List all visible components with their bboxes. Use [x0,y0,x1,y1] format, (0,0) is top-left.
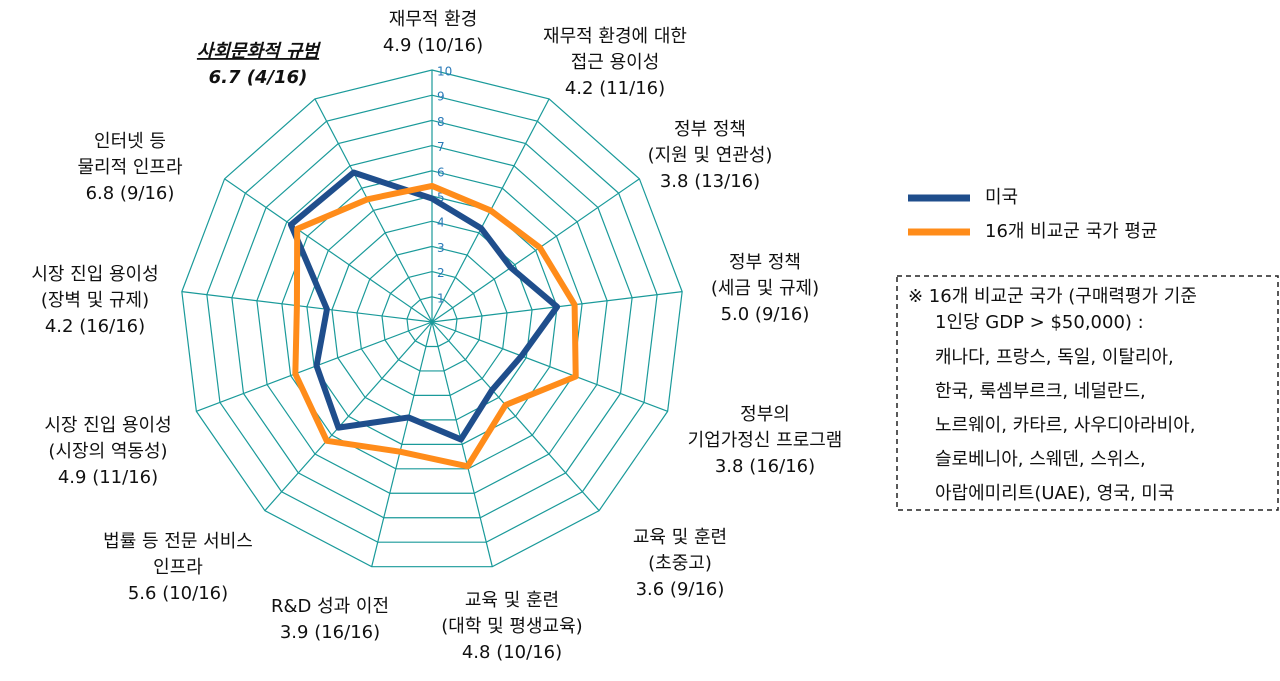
axis-label: 정부 정책 [674,119,746,140]
note-text: ※ 16개 비교군 국가 (구매력평가 기준 [908,286,1197,307]
value-label: 5.0 (9/16) [721,304,810,325]
grid-ring [306,195,558,445]
spoke [431,321,493,567]
axis-label: 재무적 환경 [389,9,478,30]
spoke [431,178,640,323]
grid-ring [356,245,508,397]
grid-ring [206,94,658,543]
axis-label: (지원 및 연관성) [648,145,773,166]
tick-label: 6 [437,165,445,179]
axis-label: (장벽 및 규제) [41,290,149,311]
tick-label: 9 [437,90,445,104]
spoke [264,321,433,512]
value-label: 4.2 (16/16) [45,316,145,337]
axis-label: 시장 진입 용이성 [31,264,158,285]
note-text: 아랍에미리트(UAE), 영국, 미국 [935,483,1174,504]
value-label: 6.7 (4/16) [209,67,308,88]
axis-label: 물리적 인프라 [77,157,183,178]
grid-ring [231,119,633,519]
value-label: 4.9 (10/16) [383,35,483,56]
axis-label: (대학 및 평생교육) [441,616,582,637]
note-text: 캐나다, 프랑스, 독일, 이탈리아, [935,347,1174,368]
axis-label: (초중고) [648,553,712,574]
tick-label: 1 [437,291,445,305]
spoke [314,98,433,323]
value-label: 3.8 (13/16) [660,171,760,192]
tick-label: 3 [437,241,445,255]
value-label: 4.8 (10/16) [462,642,562,663]
note-text: 1인당 GDP > $50,000) : [935,312,1144,333]
spoke [224,178,433,323]
value-label: 5.6 (10/16) [128,583,228,604]
axis-label: 교육 및 훈련 [633,527,727,548]
grid-ring [256,144,608,494]
note-text: 한국, 룩셈부르크, 네덜란드, [935,381,1146,402]
axis-label: 기업가정신 프로그램 [688,430,843,451]
tick-label: 2 [437,266,445,280]
tick-label: 5 [437,191,445,205]
tick-label: 8 [437,115,445,129]
grid-ring [181,69,683,568]
note-text: 노르웨이, 카타르, 사우디아라비아, [935,415,1195,436]
axis-label: 재무적 환경에 대한 [543,26,687,47]
spoke [431,321,668,412]
spoke [181,291,433,323]
value-label: 4.9 (11/16) [58,467,158,488]
axis-label: 법률 등 전문 서비스 [103,531,253,552]
value-label: 3.6 (9/16) [636,579,725,600]
grid-ring [381,270,483,372]
spoke [431,321,600,512]
series-line [292,182,579,470]
spoke [371,321,433,567]
tick-label: 10 [437,65,452,79]
value-label: 3.8 (16/16) [715,456,815,477]
axis-label: R&D 성과 이전 [271,596,389,617]
axis-label: (세금 및 규제) [711,278,819,299]
axis-label: 사회문화적 규범 [197,41,322,62]
axis-label: 접근 용이성 [571,52,660,73]
note-box [896,275,1279,511]
axis-label: 정부 정책 [729,252,801,273]
axis-label: 시장 진입 용이성 [44,415,171,436]
tick-label: 4 [437,216,445,230]
legend-label: 16개 비교군 국가 평균 [985,221,1158,242]
axis-label: (시장의 역동성) [48,441,167,462]
value-label: 4.2 (11/16) [565,78,665,99]
grid-ring [406,296,458,348]
note-text: 슬로베니아, 스웨덴, 스위스, [935,449,1146,470]
legend-label: 미국 [985,187,1018,208]
axis-label: 교육 및 훈련 [465,590,559,611]
axis-label: 인프라 [153,557,203,578]
value-label: 6.8 (9/16) [86,183,175,204]
axis-label: 인터넷 등 [94,131,166,152]
tick-label: 7 [437,140,445,154]
value-label: 3.9 (16/16) [280,622,380,643]
axis-label: 정부의 [740,404,790,425]
